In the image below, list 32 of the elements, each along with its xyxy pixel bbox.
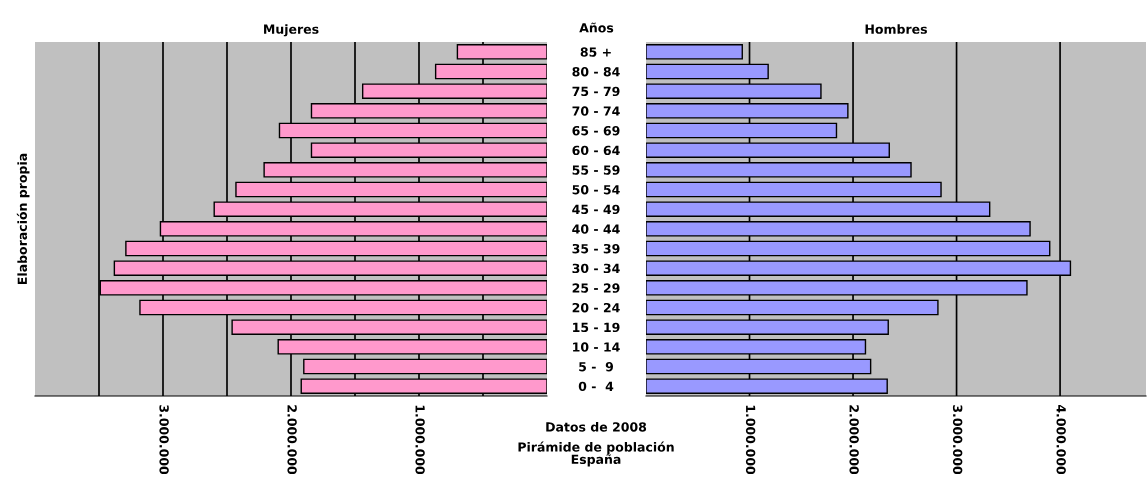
- y-tick-label: 55 - 59: [572, 165, 620, 175]
- y-tick-label: 75 - 79: [572, 86, 620, 97]
- x-tick-label: 3.000.000: [159, 405, 169, 475]
- y-tick-label: 45 - 49: [572, 204, 620, 215]
- y-tick-label: 30 - 34: [572, 263, 620, 274]
- y-tick-label: 25 - 29: [572, 283, 620, 293]
- chart-title: Hombres: [865, 24, 927, 34]
- y-tick-label: 5 - 9: [579, 361, 614, 372]
- y-tick-label: 15 - 19: [573, 322, 620, 333]
- y-tick-label: 10 - 14: [573, 342, 620, 352]
- y-tick-label: 40 - 44: [572, 224, 620, 234]
- y-tick-label: 70 - 74: [572, 106, 620, 116]
- y-tick-label: 0 - 4: [578, 381, 614, 392]
- x-tick-label: 4.000.000: [1056, 404, 1066, 475]
- x-tick-label: 1.000.000: [745, 405, 756, 475]
- x-tick-label: 3.000.000: [952, 405, 963, 475]
- text: Datos de 2008: [546, 421, 647, 432]
- y-tick-label: 85 +: [580, 47, 611, 57]
- y-tick-label: 50 - 54: [572, 184, 620, 195]
- y-axis-title: Años: [579, 22, 614, 33]
- y-tick-label: 65 - 69: [572, 125, 620, 136]
- y-axis-title: Elaboración propia: [16, 153, 30, 284]
- y-tick-label: 60 - 64: [572, 145, 620, 156]
- x-tick-label: 1.000.000: [415, 405, 425, 475]
- chart-title: Mujeres: [264, 24, 319, 37]
- y-tick-label: 35 - 39: [572, 243, 620, 254]
- text: Pirámide de población España: [518, 441, 674, 467]
- bar: [646, 44, 743, 60]
- x-tick-label: 2.000.000: [849, 405, 859, 475]
- y-tick-label: 80 - 84: [572, 66, 620, 77]
- y-tick-label: 20 - 24: [572, 302, 620, 313]
- x-tick-label: 2.000.000: [287, 405, 297, 475]
